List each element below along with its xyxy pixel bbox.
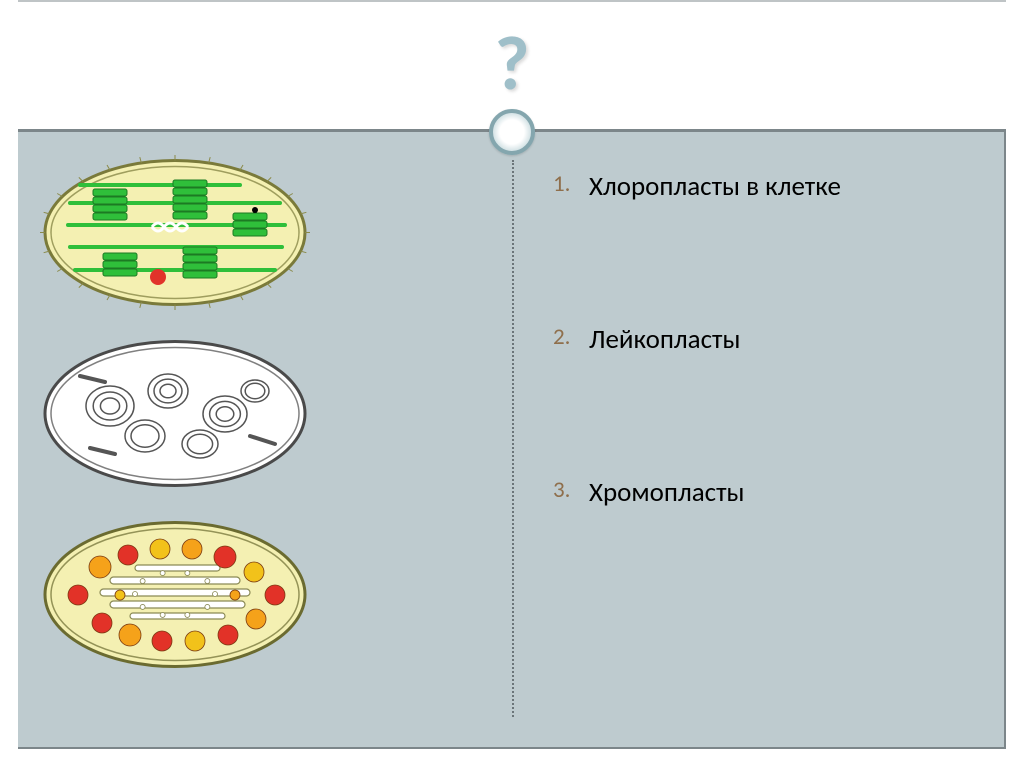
title-ornament: ? <box>494 30 529 98</box>
list-number: 1. <box>553 170 575 198</box>
list-label: Лейкопласты <box>589 323 741 356</box>
slide-root: ? 1. Хлоропласты в клетке 2. Лейкопласты… <box>0 0 1024 767</box>
list-label: Хлоропласты в клетке <box>589 170 841 203</box>
plastid-list: 1. Хлоропласты в клетке 2. Лейкопласты 3… <box>553 170 984 629</box>
question-mark-icon: ? <box>494 30 529 98</box>
list-item: 3. Хромопласты <box>553 476 984 509</box>
ring-icon <box>489 109 535 155</box>
list-number: 2. <box>553 323 575 351</box>
diagram-column <box>40 155 310 672</box>
list-number: 3. <box>553 476 575 504</box>
leucoplast-diagram <box>40 336 310 491</box>
list-item: 2. Лейкопласты <box>553 323 984 356</box>
chloroplast-diagram <box>40 155 310 310</box>
chromoplast-diagram <box>40 517 310 672</box>
list-label: Хромопласты <box>589 476 745 509</box>
list-item: 1. Хлоропласты в клетке <box>553 170 984 203</box>
vertical-divider <box>512 160 514 717</box>
